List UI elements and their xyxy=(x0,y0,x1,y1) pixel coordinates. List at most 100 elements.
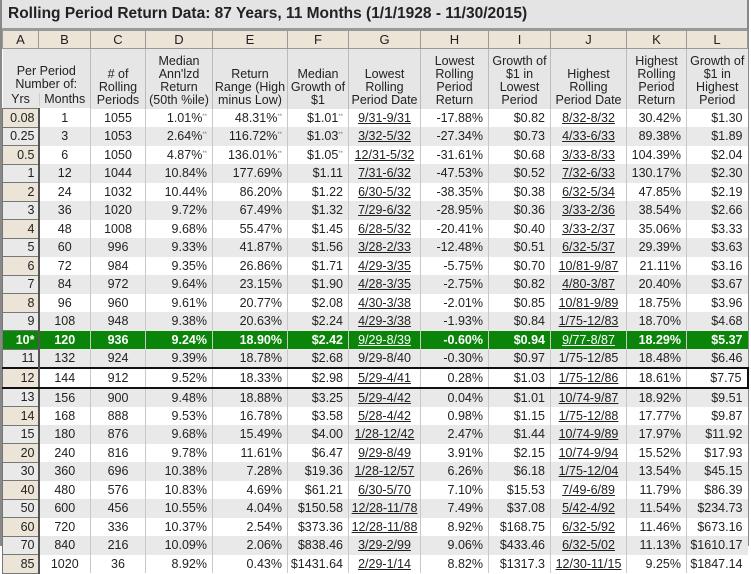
cell-highest-growth[interactable]: $4.68 xyxy=(686,312,748,331)
cell-lowest-growth[interactable]: $1317.3 xyxy=(488,554,551,573)
cell-rolling-periods[interactable]: 1055 xyxy=(90,108,146,127)
cell-highest-growth[interactable]: $2.66 xyxy=(686,201,748,220)
cell-highest-return[interactable]: 11.46% xyxy=(626,517,687,536)
cell-years[interactable]: 14 xyxy=(2,406,40,426)
cell-median-growth[interactable]: $1.56 xyxy=(287,238,349,257)
cell-rolling-periods[interactable]: 36 xyxy=(90,554,146,573)
cell-years[interactable]: 15 xyxy=(2,424,40,444)
cell-years[interactable]: 0.25 xyxy=(2,126,40,146)
cell-highest-return[interactable]: 35.06% xyxy=(626,219,687,238)
cell-lowest-growth[interactable]: $0.82 xyxy=(488,108,551,127)
cell-median-return[interactable]: 9.61% xyxy=(145,293,213,312)
cell-rolling-periods[interactable]: 876 xyxy=(90,425,146,444)
cell-highest-date[interactable]: 1/75-12/88 xyxy=(550,406,627,425)
cell-months[interactable]: 600 xyxy=(38,499,91,518)
cell-lowest-return[interactable]: -27.34% xyxy=(420,127,489,146)
cell-highest-date[interactable]: 6/32-5/92 xyxy=(550,517,627,536)
cell-lowest-growth[interactable]: $0.68 xyxy=(488,145,551,164)
cell-lowest-growth[interactable]: $1.01 xyxy=(488,387,551,407)
cell-highest-return[interactable]: 11.13% xyxy=(626,536,687,555)
cell-median-return[interactable]: 8.92% xyxy=(145,554,213,573)
cell-rolling-periods[interactable]: 576 xyxy=(90,480,146,499)
cell-months[interactable]: 132 xyxy=(38,349,91,368)
cell-lowest-date[interactable]: 5/29-4/42 xyxy=(348,387,421,407)
cell-return-range[interactable]: 11.61% xyxy=(212,443,288,462)
cell-highest-growth[interactable]: $1.89 xyxy=(686,127,748,146)
cell-years[interactable]: 9 xyxy=(2,311,40,331)
cell-highest-return[interactable]: 89.38% xyxy=(626,127,687,146)
cell-lowest-return[interactable]: 8.92% xyxy=(420,517,489,536)
cell-median-return[interactable]: 9.24% xyxy=(145,330,213,349)
cell-years[interactable]: 85 xyxy=(2,554,40,574)
cell-lowest-growth[interactable]: $168.75 xyxy=(488,517,551,536)
cell-return-range[interactable]: 4.69% xyxy=(212,480,288,499)
cell-median-growth[interactable]: $1.01** xyxy=(287,108,349,127)
cell-rolling-periods[interactable]: 924 xyxy=(90,349,146,368)
cell-highest-growth[interactable]: $3.67 xyxy=(686,275,748,294)
cell-years[interactable]: 40 xyxy=(2,480,40,500)
cell-highest-date[interactable]: 10/81-9/89 xyxy=(550,293,627,312)
cell-median-return[interactable]: 9.38% xyxy=(145,312,213,331)
cell-lowest-date[interactable]: 1/28-12/57 xyxy=(348,462,421,481)
cell-lowest-date[interactable]: 7/31-6/32 xyxy=(348,164,421,183)
cell-highest-date[interactable]: 6/32-5/37 xyxy=(550,238,627,257)
cell-return-range[interactable]: 2.54% xyxy=(212,517,288,536)
cell-rolling-periods[interactable]: 456 xyxy=(90,499,146,518)
cell-months[interactable]: 24 xyxy=(38,182,91,201)
cell-lowest-return[interactable]: -5.75% xyxy=(420,256,489,275)
cell-highest-return[interactable]: 18.61% xyxy=(626,367,687,389)
column-letter[interactable]: K xyxy=(626,30,687,49)
cell-median-growth[interactable]: $1.05** xyxy=(287,145,349,164)
column-letter[interactable]: D xyxy=(145,30,213,49)
cell-lowest-return[interactable]: -17.88% xyxy=(420,108,489,127)
cell-lowest-growth[interactable]: $0.84 xyxy=(488,312,551,331)
cell-years[interactable]: 0.08 xyxy=(2,108,40,128)
cell-highest-growth[interactable]: $2.19 xyxy=(686,182,748,201)
cell-rolling-periods[interactable]: 984 xyxy=(90,256,146,275)
cell-highest-growth[interactable]: $2.04 xyxy=(686,145,748,164)
cell-highest-date[interactable]: 12/30-11/15 xyxy=(550,554,627,573)
cell-highest-date[interactable]: 4/33-6/33 xyxy=(550,127,627,146)
cell-median-growth[interactable]: $6.47 xyxy=(287,443,349,462)
cell-highest-growth[interactable]: $9.87 xyxy=(686,406,748,425)
cell-lowest-growth[interactable]: $0.85 xyxy=(488,293,551,312)
cell-rolling-periods[interactable]: 816 xyxy=(90,443,146,462)
cell-rolling-periods[interactable]: 1032 xyxy=(90,182,146,201)
cell-months[interactable]: 1020 xyxy=(38,554,91,573)
cell-return-range[interactable]: 4.04% xyxy=(212,499,288,518)
cell-highest-growth[interactable]: $3.16 xyxy=(686,256,748,275)
cell-median-return[interactable]: 1.01%** xyxy=(145,108,213,127)
cell-years[interactable]: 6 xyxy=(2,256,40,276)
cell-median-growth[interactable]: $3.58 xyxy=(287,406,349,425)
column-letter[interactable]: B xyxy=(38,30,91,49)
cell-highest-date[interactable]: 6/32-5/34 xyxy=(550,182,627,201)
cell-highest-growth[interactable]: $673.16 xyxy=(686,517,748,536)
cell-median-return[interactable]: 9.35% xyxy=(145,256,213,275)
cell-lowest-growth[interactable]: $0.51 xyxy=(488,238,551,257)
cell-highest-date[interactable]: 1/75-12/85 xyxy=(550,349,627,368)
cell-highest-growth[interactable]: $1610.17 xyxy=(686,536,748,555)
cell-return-range[interactable]: 2.06% xyxy=(212,536,288,555)
cell-highest-date[interactable]: 5/42-4/92 xyxy=(550,499,627,518)
cell-lowest-date[interactable]: 4/29-3/38 xyxy=(348,312,421,331)
cell-rolling-periods[interactable]: 996 xyxy=(90,238,146,257)
cell-median-growth[interactable]: $150.58 xyxy=(287,499,349,518)
cell-highest-return[interactable]: 20.40% xyxy=(626,275,687,294)
cell-rolling-periods[interactable]: 888 xyxy=(90,406,146,425)
cell-median-return[interactable]: 9.68% xyxy=(145,219,213,238)
cell-highest-date[interactable]: 10/74-9/87 xyxy=(550,387,627,407)
cell-median-growth[interactable]: $3.25 xyxy=(287,387,349,407)
cell-lowest-return[interactable]: -12.48% xyxy=(420,238,489,257)
cell-highest-return[interactable]: 21.11% xyxy=(626,256,687,275)
cell-median-return[interactable]: 9.78% xyxy=(145,443,213,462)
cell-lowest-return[interactable]: 8.82% xyxy=(420,554,489,573)
cell-months[interactable]: 96 xyxy=(38,293,91,312)
cell-lowest-growth[interactable]: $15.53 xyxy=(488,480,551,499)
cell-median-return[interactable]: 10.84% xyxy=(145,164,213,183)
cell-rolling-periods[interactable]: 912 xyxy=(90,367,146,389)
cell-lowest-growth[interactable]: $0.94 xyxy=(488,330,551,349)
cell-years[interactable]: 2 xyxy=(2,182,40,202)
cell-median-growth[interactable]: $2.24 xyxy=(287,312,349,331)
cell-lowest-growth[interactable]: $2.15 xyxy=(488,443,551,462)
cell-return-range[interactable]: 177.69% xyxy=(212,164,288,183)
